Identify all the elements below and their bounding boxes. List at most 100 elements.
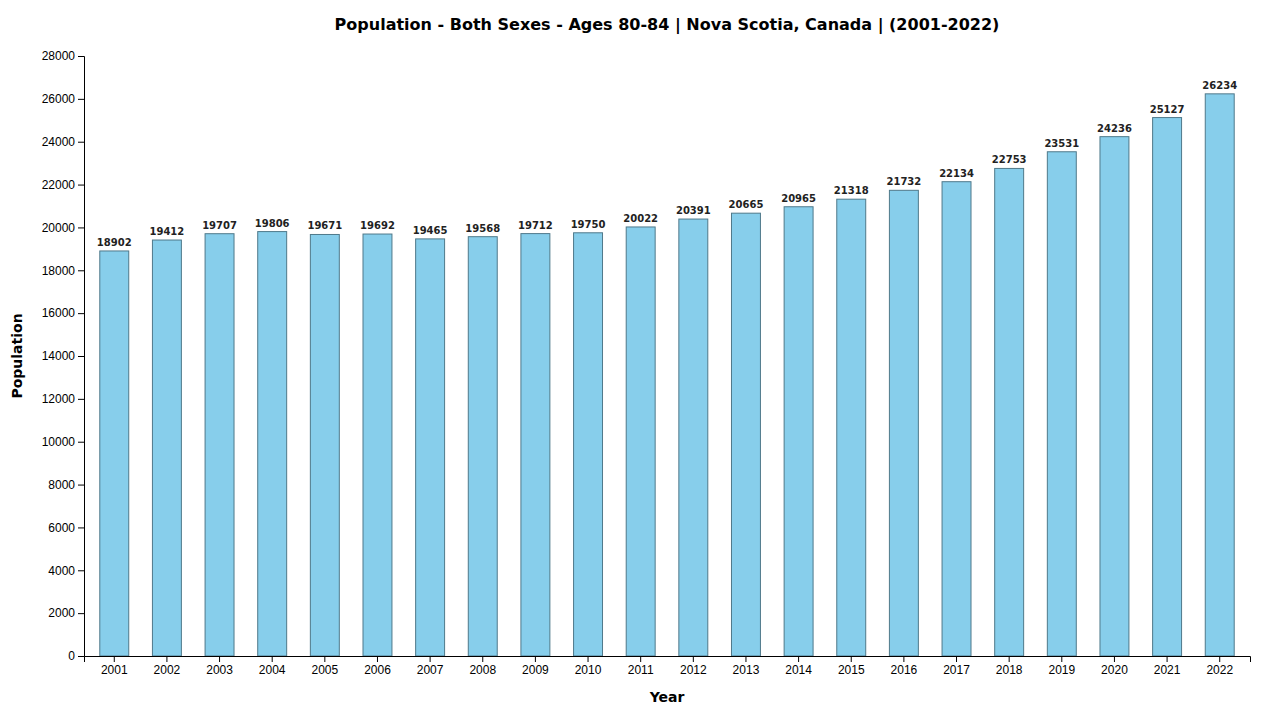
x-tick: 2020 — [1101, 656, 1128, 677]
y-tick: 26000 — [42, 92, 84, 106]
x-tick-mark — [535, 656, 536, 662]
x-axis: 2001200220032004200520062007200820092010… — [85, 656, 1251, 677]
x-tick: 2008 — [469, 656, 496, 677]
chart-svg: 2001200220032004200520062007200820092010… — [0, 0, 1280, 720]
data-label: 19412 — [150, 226, 185, 237]
bar — [889, 190, 918, 656]
x-tick: 2019 — [1048, 656, 1075, 677]
data-label: 19671 — [307, 220, 342, 231]
x-tick-label: 2015 — [838, 663, 865, 677]
x-tick-label: 2005 — [311, 663, 338, 677]
x-tick: 2018 — [996, 656, 1023, 677]
data-label: 19806 — [255, 218, 290, 229]
y-tick-mark — [78, 485, 84, 486]
y-tick: 24000 — [42, 135, 84, 149]
bar — [416, 239, 445, 656]
x-tick: 2015 — [838, 656, 865, 677]
y-tick-mark — [78, 356, 84, 357]
x-tick-mark — [219, 656, 220, 662]
data-label: 19568 — [465, 223, 500, 234]
x-tick-mark — [956, 656, 957, 662]
data-label: 22753 — [992, 154, 1027, 165]
bar — [100, 251, 129, 656]
x-tick: 2003 — [206, 656, 233, 677]
x-tick: 2022 — [1206, 656, 1233, 677]
y-tick: 22000 — [42, 178, 84, 192]
y-tick-mark — [78, 185, 84, 186]
x-tick-label: 2011 — [628, 663, 654, 677]
x-tick-mark — [1114, 656, 1115, 662]
x-tick-mark — [693, 656, 694, 662]
y-tick-mark — [78, 99, 84, 100]
data-label: 20665 — [729, 199, 764, 210]
chart-title: Population - Both Sexes - Ages 80-84 | N… — [335, 15, 1000, 35]
x-tick: 2010 — [575, 656, 602, 677]
x-tick-mark — [324, 656, 325, 662]
bar — [1100, 137, 1129, 656]
x-tick-label: 2012 — [680, 663, 707, 677]
bar — [152, 240, 181, 656]
y-tick-label: 18000 — [42, 264, 76, 278]
y-tick-mark — [78, 142, 84, 143]
data-label: 20022 — [623, 213, 658, 224]
bar — [679, 219, 708, 656]
bar — [258, 232, 287, 656]
x-tick: 2007 — [417, 656, 444, 677]
x-tick-label: 2008 — [469, 663, 496, 677]
x-tick-mark — [640, 656, 641, 662]
y-tick-mark — [78, 270, 84, 271]
x-tick-label: 2004 — [259, 663, 286, 677]
x-tick: 2005 — [311, 656, 338, 677]
bar — [1047, 152, 1076, 656]
data-label: 23531 — [1044, 138, 1079, 149]
data-label: 25127 — [1150, 104, 1185, 115]
x-tick: 2013 — [733, 656, 760, 677]
data-label: 20965 — [781, 193, 816, 204]
x-tick: 2012 — [680, 656, 707, 677]
y-tick: 4000 — [48, 564, 84, 578]
data-label: 20391 — [676, 205, 711, 216]
y-axis: 0200040006000800010000120001400016000180… — [42, 49, 85, 663]
x-tick: 2014 — [785, 656, 812, 677]
y-tick-label: 8000 — [48, 478, 75, 492]
y-tick-label: 0 — [68, 649, 75, 663]
y-tick: 12000 — [42, 392, 84, 406]
x-axis-title: Year — [649, 689, 685, 705]
y-tick-mark — [78, 399, 84, 400]
x-tick-mark — [588, 656, 589, 662]
x-tick: 2011 — [628, 656, 654, 677]
plot-area — [100, 94, 1234, 656]
x-tick: 2021 — [1154, 656, 1181, 677]
x-tick-mark — [114, 656, 115, 662]
x-axis-line — [85, 657, 1251, 663]
y-tick-mark — [78, 613, 84, 614]
y-tick-mark — [78, 656, 84, 657]
y-axis-line — [78, 57, 85, 657]
data-label: 19692 — [360, 220, 395, 231]
x-tick-label: 2003 — [206, 663, 233, 677]
bar — [310, 234, 339, 656]
bar — [942, 182, 971, 656]
y-tick-label: 16000 — [42, 306, 76, 320]
bar — [626, 227, 655, 656]
y-tick: 0 — [68, 649, 84, 663]
bar — [363, 234, 392, 656]
x-tick: 2002 — [154, 656, 181, 677]
x-tick-mark — [903, 656, 904, 662]
y-tick-mark — [78, 313, 84, 314]
y-tick-label: 22000 — [42, 178, 76, 192]
bar — [521, 234, 550, 656]
x-tick-label: 2014 — [785, 663, 812, 677]
y-tick: 8000 — [48, 478, 84, 492]
x-tick: 2017 — [943, 656, 970, 677]
x-tick-label: 2018 — [996, 663, 1023, 677]
bar — [784, 207, 813, 656]
x-tick-label: 2001 — [101, 663, 128, 677]
y-tick: 14000 — [42, 349, 84, 363]
x-tick-mark — [482, 656, 483, 662]
x-tick-label: 2010 — [575, 663, 602, 677]
x-tick-mark — [272, 656, 273, 662]
x-tick-mark — [1167, 656, 1168, 662]
x-tick-label: 2020 — [1101, 663, 1128, 677]
y-tick: 18000 — [42, 264, 84, 278]
